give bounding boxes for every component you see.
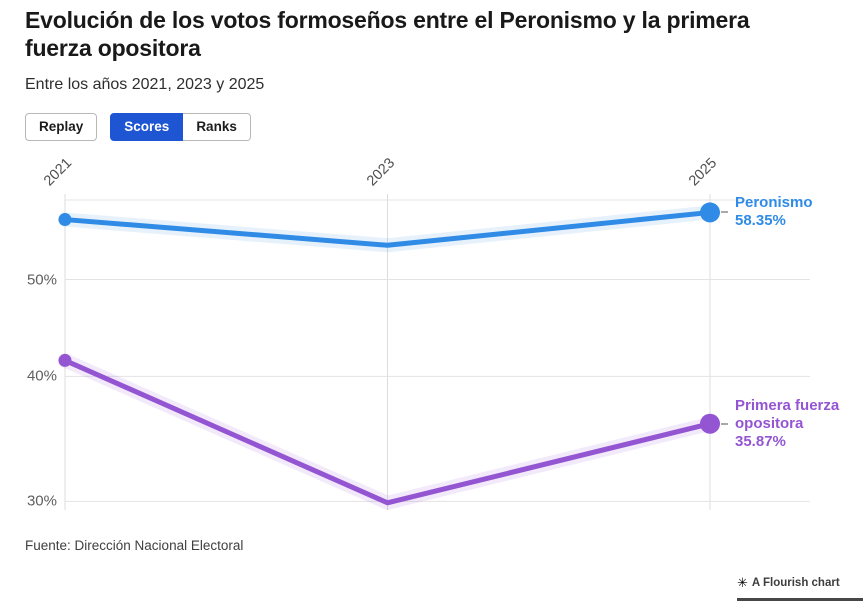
series-dot-primera-fuerza-opositora[interactable]	[58, 353, 72, 367]
tab-ranks[interactable]: Ranks	[183, 113, 251, 141]
series-line-primera-fuerza-opositora[interactable]	[62, 357, 713, 506]
series-name: Peronismo	[735, 194, 813, 212]
tab-scores[interactable]: Scores	[110, 113, 184, 141]
series-end-value: 58.35%	[735, 212, 786, 230]
chart-title: Evolución de los votos formoseños entre …	[25, 7, 750, 61]
y-axis-tick-label: 50%	[26, 271, 57, 288]
replay-button[interactable]: Replay	[25, 113, 98, 141]
view-toggle: Scores Ranks	[110, 113, 251, 141]
embed-bottom-border	[737, 598, 863, 601]
flourish-credit-label: A Flourish chart	[751, 576, 840, 589]
chart-subtitle: Entre los años 2021, 2023 y 2025	[25, 76, 265, 93]
flourish-logo-icon: ✳	[737, 575, 748, 590]
series-end-value: 35.87%	[735, 432, 786, 450]
series-line-peronismo[interactable]	[62, 209, 713, 248]
series-dot-peronismo[interactable]	[58, 213, 72, 227]
series-end-label-peronismo: Peronismo 58.35%	[735, 194, 863, 230]
label-connector	[721, 422, 728, 425]
flourish-credit[interactable]: ✳ A Flourish chart	[737, 576, 840, 589]
series-dot-peronismo[interactable]	[700, 202, 720, 223]
y-axis-tick-label: 30%	[26, 492, 57, 510]
series-end-label-primera-fuerza-opositora: Primera fuerza opositora 35.87%	[735, 397, 863, 451]
series-name: Primera fuerza opositora	[735, 396, 840, 432]
source-note: Fuente: Dirección Nacional Electoral	[25, 538, 244, 553]
series-dot-primera-fuerza-opositora[interactable]	[700, 413, 720, 434]
y-axis-tick-label: 40%	[26, 367, 57, 385]
controls-bar: Replay Scores Ranks	[25, 113, 251, 141]
label-connector	[721, 211, 728, 214]
